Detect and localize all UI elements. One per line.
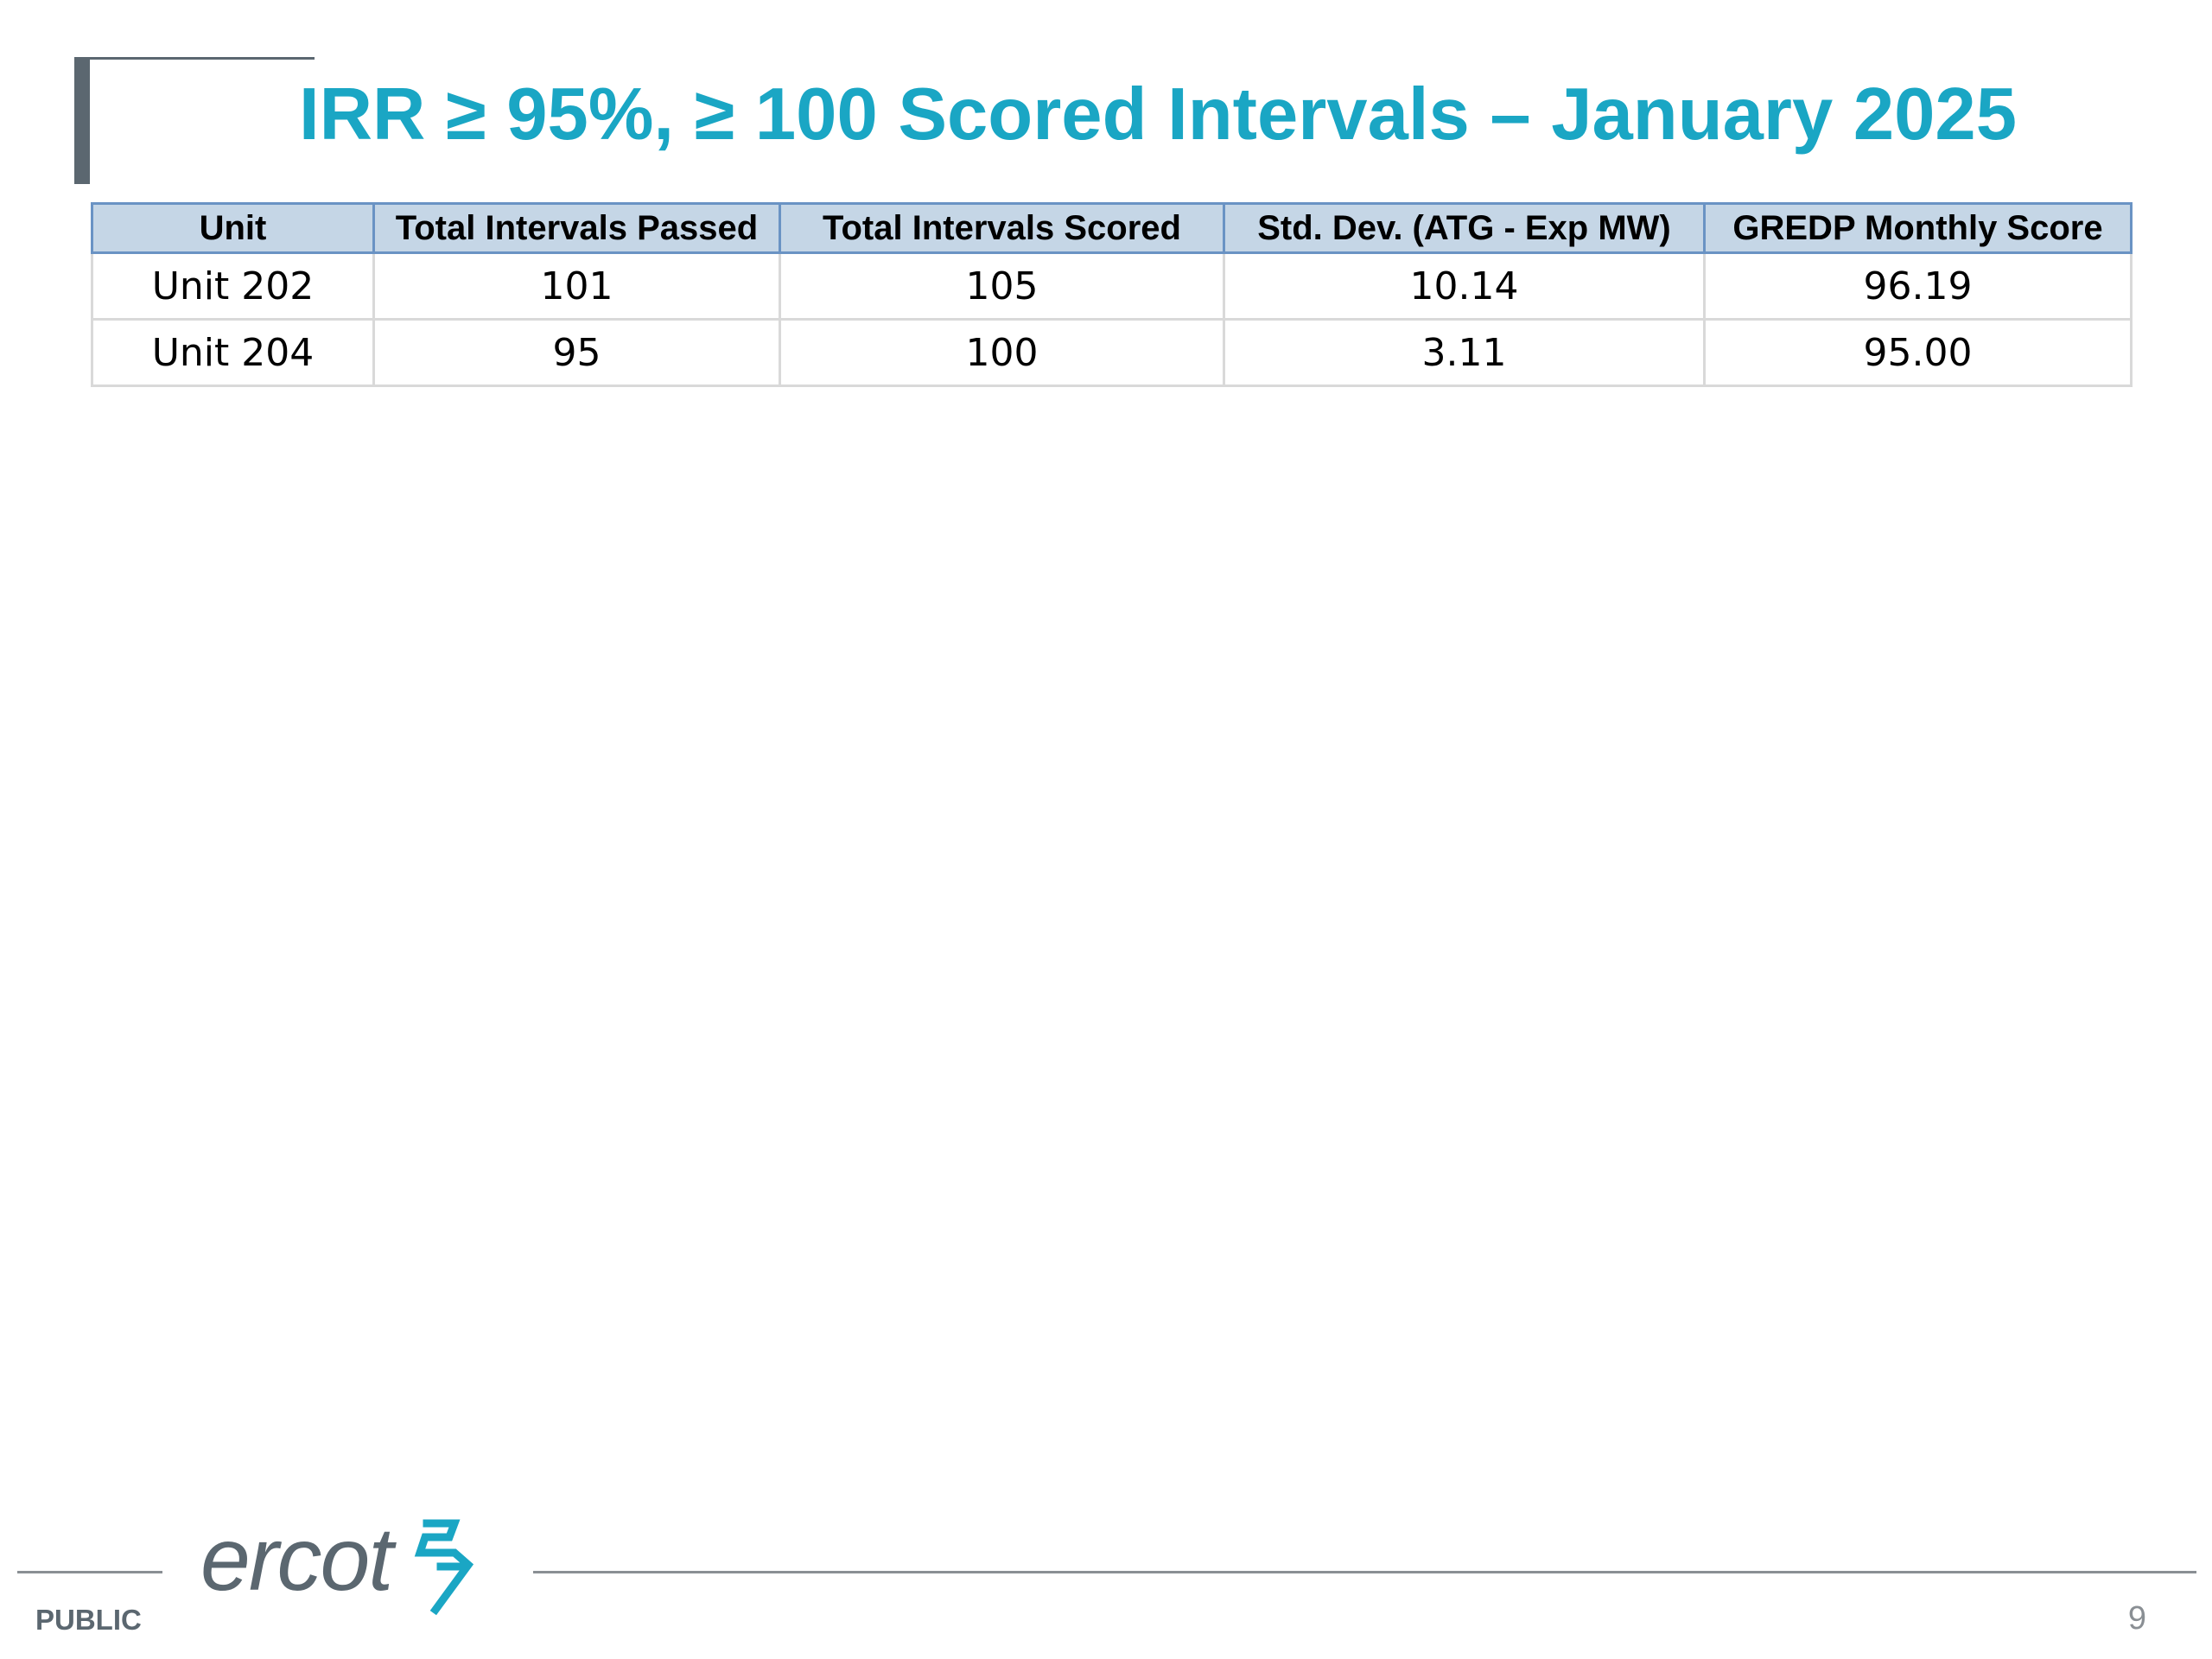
footer-divider-left	[17, 1571, 162, 1573]
cell-std-dev: 10.14	[1223, 251, 1706, 321]
cell-std-dev: 3.11	[1223, 318, 1706, 387]
cell-gredp-monthly-score: 96.19	[1703, 251, 2133, 321]
column-header-std-dev: Std. Dev. (ATG - Exp MW)	[1223, 202, 1706, 254]
page-number: 9	[2127, 1600, 2146, 1637]
cell-total-intervals-passed: 95	[372, 318, 781, 387]
title-accent-bar	[74, 57, 90, 184]
column-header-total-intervals-scored: Total Intervals Scored	[779, 202, 1225, 254]
cell-unit: Unit 202	[91, 251, 375, 321]
cell-total-intervals-scored: 105	[779, 251, 1225, 321]
cell-total-intervals-scored: 100	[779, 318, 1225, 387]
gredp-score-table: Unit Total Intervals Passed Total Interv…	[91, 202, 2133, 387]
slide-title: IRR ≥ 95%, ≥ 100 Scored Intervals – Janu…	[299, 73, 2017, 156]
cell-unit: Unit 204	[91, 318, 375, 387]
table-row: Unit 204 95 100 3.11 95.00	[91, 318, 2133, 387]
title-accent-line	[74, 57, 315, 60]
table-row: Unit 202 101 105 10.14 96.19	[91, 251, 2133, 321]
cell-total-intervals-passed: 101	[372, 251, 781, 321]
column-header-unit: Unit	[91, 202, 375, 254]
ercot-bolt-logo-icon	[414, 1519, 474, 1616]
cell-gredp-monthly-score: 95.00	[1703, 318, 2133, 387]
column-header-gredp-monthly-score: GREDP Monthly Score	[1703, 202, 2133, 254]
classification-label: PUBLIC	[35, 1604, 142, 1636]
table-header-row: Unit Total Intervals Passed Total Interv…	[91, 202, 2133, 254]
ercot-logo: ercot	[200, 1508, 494, 1629]
footer-divider-right	[533, 1571, 2196, 1573]
column-header-total-intervals-passed: Total Intervals Passed	[372, 202, 781, 254]
logo-wordmark: ercot	[200, 1510, 393, 1610]
